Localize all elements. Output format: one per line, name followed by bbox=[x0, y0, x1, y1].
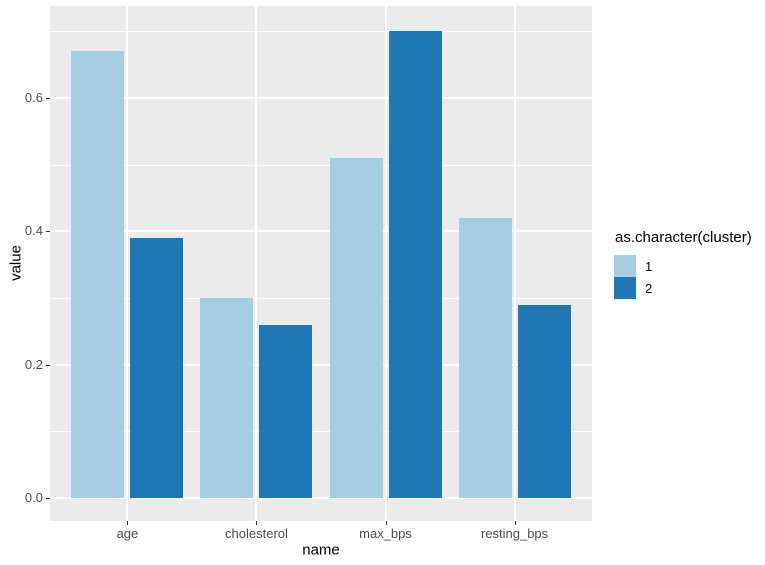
major-gridline-vertical bbox=[255, 6, 258, 521]
bar-max_bps-cluster-1 bbox=[329, 158, 383, 498]
major-gridline bbox=[50, 497, 592, 499]
y-tick-label: 0.2 bbox=[24, 356, 43, 372]
minor-gridline bbox=[50, 298, 592, 300]
y-tick-mark bbox=[46, 231, 50, 233]
bar-cholesterol-cluster-1 bbox=[200, 298, 254, 498]
x-tick-mark bbox=[127, 521, 129, 525]
bar-age-cluster-1 bbox=[71, 51, 125, 498]
legend-title: as.character(cluster) bbox=[615, 229, 752, 246]
major-gridline bbox=[50, 97, 592, 100]
bar-age-cluster-2 bbox=[130, 238, 184, 498]
x-tick-label: age bbox=[116, 526, 139, 541]
bar-max_bps-cluster-2 bbox=[388, 31, 442, 498]
major-gridline-vertical bbox=[384, 6, 387, 521]
y-tick-label: 0.6 bbox=[24, 90, 43, 106]
legend-entry-cluster-2: 2 bbox=[614, 277, 752, 299]
legend-label-cluster-1: 1 bbox=[645, 258, 653, 274]
major-gridline bbox=[50, 230, 592, 233]
x-tick-label: max_bps bbox=[359, 526, 412, 541]
bar-resting_bps-cluster-2 bbox=[517, 304, 571, 498]
x-tick-mark bbox=[256, 521, 258, 525]
y-tick-mark bbox=[46, 364, 50, 366]
plot-panel bbox=[50, 6, 592, 521]
x-tick-mark bbox=[385, 521, 387, 525]
bar-resting_bps-cluster-1 bbox=[458, 218, 512, 498]
major-gridline bbox=[50, 363, 592, 366]
x-tick-label: resting_bps bbox=[480, 526, 549, 541]
minor-gridline bbox=[50, 431, 592, 433]
x-tick-label: cholesterol bbox=[225, 526, 288, 541]
y-axis-title: value bbox=[7, 245, 25, 281]
minor-gridline bbox=[50, 164, 592, 166]
major-gridline-vertical bbox=[126, 6, 129, 521]
major-gridline-vertical bbox=[513, 6, 516, 521]
y-tick-mark bbox=[46, 98, 50, 100]
legend-entry-cluster-1: 1 bbox=[614, 255, 752, 277]
minor-gridline bbox=[50, 31, 592, 33]
x-tick-mark bbox=[514, 521, 516, 525]
y-tick-label: 0.0 bbox=[24, 490, 43, 505]
y-tick-label: 0.4 bbox=[24, 223, 43, 239]
legend: as.character(cluster) 1 2 bbox=[614, 229, 752, 299]
legend-swatch-cluster-1 bbox=[614, 255, 636, 277]
x-axis-title: name bbox=[302, 541, 340, 559]
bar-cholesterol-cluster-2 bbox=[259, 324, 313, 498]
legend-swatch-cluster-2 bbox=[614, 277, 636, 299]
legend-label-cluster-2: 2 bbox=[645, 280, 653, 296]
y-tick-mark bbox=[46, 498, 50, 499]
